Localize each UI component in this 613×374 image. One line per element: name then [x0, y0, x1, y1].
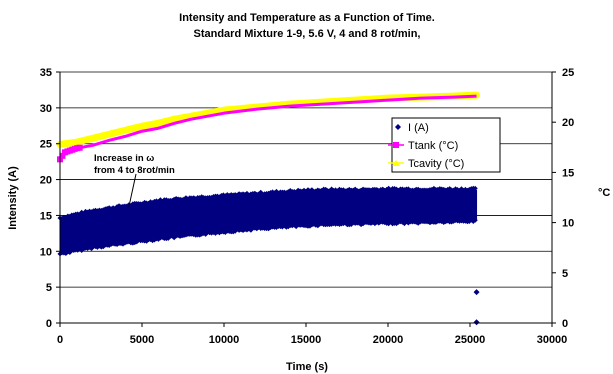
annotation-line-1: Increase in ω [94, 153, 154, 164]
intensity-point [472, 217, 478, 223]
intensity-outlier [473, 319, 480, 326]
chart-title: Intensity and Temperature as a Function … [179, 12, 435, 24]
intensity-point [59, 215, 65, 221]
y-tick-label: 15 [40, 210, 52, 222]
annotation: Increase in ω from 4 to 8rot/min [94, 153, 175, 207]
legend: I (A) Ttank (°C) Tcavity (°C) [388, 117, 501, 173]
y2-tick-label: 20 [562, 117, 574, 129]
y2-tick-label: 5 [562, 268, 568, 280]
x-tick-label: 30000 [537, 334, 568, 346]
x-axis-label: Time (s) [286, 361, 328, 373]
series-intensity [57, 185, 480, 326]
legend-label-intensity: I (A) [408, 122, 429, 134]
intensity-outlier [473, 289, 480, 296]
x-tick-label: 5000 [130, 334, 154, 346]
legend-label-ttank: Ttank (°C) [408, 140, 458, 152]
ttank-point [59, 152, 66, 159]
y2-tick-label: 10 [562, 218, 574, 230]
y-tick-label: 5 [46, 282, 52, 294]
annotation-arrow [128, 173, 137, 207]
y-tick-label: 30 [40, 103, 52, 115]
y2-tick-label: 25 [562, 67, 574, 79]
x-tick-label: 20000 [373, 334, 404, 346]
x-tick-label: 10000 [209, 334, 240, 346]
series-tcavity [56, 91, 481, 148]
x-tick-label: 15000 [291, 334, 322, 346]
intensity-point [472, 185, 478, 191]
y-tick-label: 10 [40, 246, 52, 258]
y-axis-right-label: °C [598, 187, 610, 199]
y-tick-label: 20 [40, 175, 52, 187]
legend-marker-ttank [393, 142, 399, 148]
x-tick-label: 25000 [455, 334, 486, 346]
legend-marker-tcavity [392, 160, 400, 166]
y-axis-left-label: Intensity (A) [7, 166, 19, 230]
y-tick-label: 35 [40, 67, 52, 79]
annotation-line-2: from 4 to 8rot/min [94, 165, 175, 176]
ttank-line [58, 94, 477, 161]
y-tick-label: 25 [40, 139, 52, 151]
chart-subtitle: Standard Mixture 1-9, 5.6 V, 4 and 8 rot… [194, 28, 421, 40]
ttank-point [76, 144, 83, 151]
legend-marker-intensity [395, 124, 401, 130]
tcavity-line [56, 91, 481, 148]
y2-tick-label: 15 [562, 167, 574, 179]
x-tick-label: 0 [57, 334, 63, 346]
y-tick-label: 0 [46, 318, 52, 330]
legend-label-tcavity: Tcavity (°C) [408, 158, 464, 170]
y2-tick-label: 0 [562, 318, 568, 330]
intensity-point [301, 187, 307, 193]
